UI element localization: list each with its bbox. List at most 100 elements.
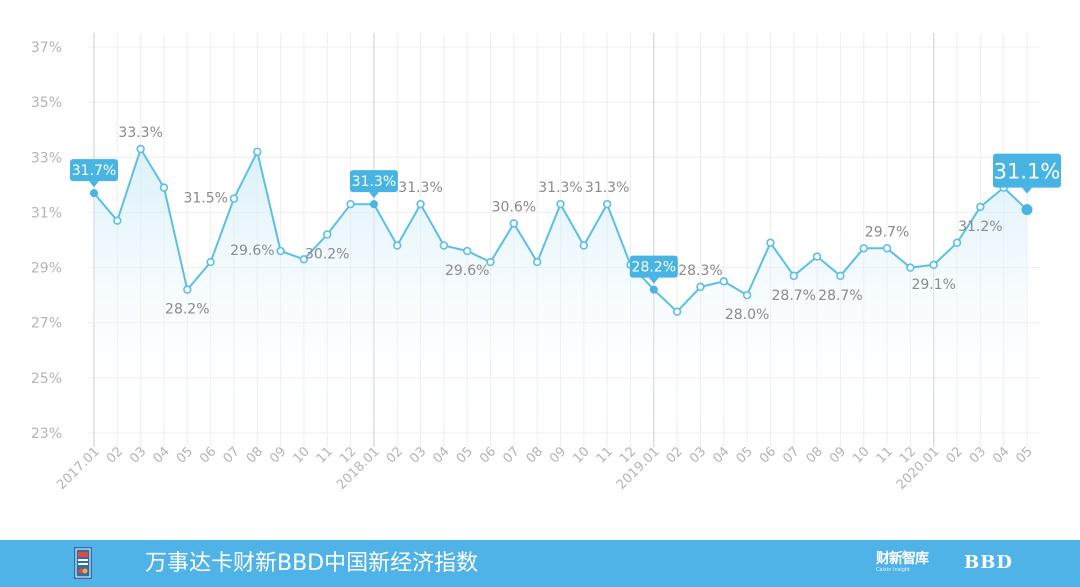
x-tick-label: 03	[407, 444, 429, 466]
x-tick-label: 09	[547, 444, 569, 466]
callout-box	[349, 170, 398, 193]
x-tick-label: 11	[874, 444, 896, 466]
data-point	[509, 219, 519, 228]
data-point	[672, 307, 682, 316]
y-tick-label: 23%	[31, 426, 62, 442]
x-tick-label: 02	[384, 444, 406, 466]
data-point	[463, 246, 472, 256]
data-point	[602, 199, 612, 209]
x-tick-label: 08	[524, 444, 546, 466]
callout-label: 31.1%	[994, 160, 1061, 184]
x-tick-label: 09	[827, 444, 849, 466]
footer-bar: 万事达卡财新BBD中国新经济指数	[0, 540, 1080, 587]
data-point	[206, 257, 215, 267]
x-tick-label: 04	[150, 444, 172, 466]
data-point	[229, 194, 239, 203]
x-tick-label: 07	[500, 444, 522, 466]
callout-label: 31.7%	[72, 163, 116, 179]
x-tick-label: 04	[430, 444, 452, 466]
callout-pointer	[368, 192, 379, 199]
data-point	[976, 202, 985, 212]
data-point	[486, 257, 495, 267]
y-tick-label: 33%	[31, 150, 62, 166]
callout-label: 28.2%	[632, 260, 676, 276]
data-label: 28.0%	[725, 307, 769, 323]
x-tick-label: 04	[710, 444, 732, 466]
x-tick-label: 07	[780, 444, 802, 466]
x-tick-label: 08	[804, 444, 826, 466]
x-tick-label: 05	[734, 444, 756, 466]
x-tick-label: 05	[454, 444, 476, 466]
callout: 31.7%	[70, 159, 118, 188]
y-tick-label: 27%	[31, 316, 62, 332]
data-point-highlight	[649, 285, 658, 294]
data-point	[742, 290, 752, 300]
data-point	[952, 238, 962, 247]
data-label: 29.6%	[445, 263, 489, 279]
data-point-highlight	[369, 200, 378, 209]
x-tick-label: 02	[104, 444, 126, 466]
data-point-highlight	[90, 189, 98, 198]
x-tick-label: 10	[290, 444, 312, 466]
callout: 31.3%	[349, 170, 398, 199]
index-logo-icon	[74, 547, 92, 579]
data-label: 31.3%	[398, 180, 442, 196]
x-tick-label: 04	[990, 444, 1012, 466]
y-tick-label: 37%	[31, 40, 62, 56]
data-label: 33.3%	[118, 125, 162, 141]
bbd-logo: BBD	[964, 552, 1014, 573]
data-point	[113, 216, 122, 225]
y-tick-label: 35%	[31, 95, 62, 111]
x-tick-label: 06	[757, 444, 779, 466]
data-point	[532, 257, 542, 267]
data-point	[929, 260, 938, 270]
data-point	[836, 271, 845, 281]
data-point	[159, 183, 169, 192]
data-point	[136, 144, 145, 154]
callout-box	[70, 159, 118, 182]
data-point	[439, 241, 449, 250]
x-tick-label: 11	[594, 444, 616, 466]
x-tick-label: 06	[197, 444, 219, 466]
y-tick-label: 29%	[31, 261, 62, 277]
x-tick-label: 09	[267, 444, 289, 466]
data-label: 29.6%	[230, 243, 274, 259]
data-point	[346, 199, 355, 209]
data-point	[906, 263, 915, 272]
caixin-insight-name: 财新智库	[876, 551, 929, 567]
x-tick-label: 08	[244, 444, 266, 466]
x-tick-label: 10	[570, 444, 592, 466]
y-tick-label: 31%	[31, 205, 62, 221]
data-point	[299, 255, 309, 264]
data-label: 29.7%	[865, 224, 909, 240]
data-point	[579, 241, 589, 250]
data-point	[696, 282, 705, 292]
x-tick-label: 03	[687, 444, 709, 466]
data-label: 31.3%	[585, 180, 629, 196]
data-labels: 33.3% 28.2% 31.5% 29.6% 30.2% 31.3% 29.6% 30.6%…	[118, 125, 1002, 323]
line-chart: 37%35%33%31%29%27%25%23% 2017.01 02 03 04 05…	[31, 33, 1061, 493]
data-point	[859, 244, 868, 253]
callouts: 31.7% 31.3% 28.2% 31.1%	[70, 153, 1061, 284]
data-point	[789, 271, 798, 281]
y-axis: 37% 35% 33% 31% 29% 27% 25% 23%	[31, 40, 62, 442]
callout-pointer	[1022, 187, 1032, 194]
x-tick-label: 11	[314, 444, 336, 466]
x-tick-label: 07	[220, 444, 242, 466]
area-fill	[94, 149, 1027, 433]
data-point	[393, 241, 402, 250]
x-tick-label: 03	[127, 444, 149, 466]
data-label: 30.2%	[305, 246, 349, 262]
data-point	[416, 199, 425, 209]
data-point	[766, 238, 775, 247]
x-tick-label: 10	[850, 444, 872, 466]
callout-pointer	[648, 277, 659, 284]
data-label: 31.5%	[183, 191, 227, 207]
x-tick-label: 05	[174, 444, 196, 466]
data-label: 28.7%	[772, 288, 816, 304]
x-tick-label: 03	[967, 444, 989, 466]
data-label: 31.2%	[958, 219, 1002, 235]
caixin-insight-logo: 财新智库 Caixin Insight	[876, 552, 940, 578]
x-tick-label: 05	[1014, 444, 1036, 466]
